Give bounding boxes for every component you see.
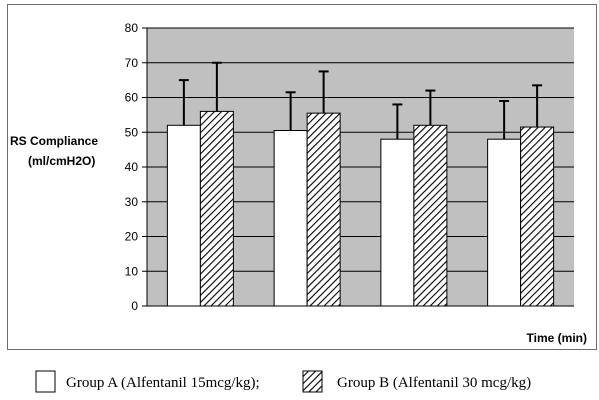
y-tick-label: 20	[125, 230, 139, 244]
y-axis-ticks: 0 10 20 30 40 50 60 70 80	[125, 21, 148, 313]
bar-group-a	[166, 124, 201, 307]
y-tick-label: 0	[131, 299, 138, 313]
bars	[166, 61, 555, 307]
y-tick-label: 70	[125, 56, 139, 70]
y-tick-label: 60	[125, 91, 139, 105]
legend-swatch-group-b	[302, 370, 323, 393]
y-tick-label: 30	[125, 195, 139, 209]
y-tick-label: 50	[125, 125, 139, 139]
y-tick-label: 10	[125, 264, 139, 278]
y-tick-label: 80	[125, 21, 139, 35]
bar-group-a	[487, 138, 522, 307]
bar-group-b	[199, 110, 234, 307]
y-tick-label: 40	[125, 160, 139, 174]
x-axis-label: Time (min)	[527, 331, 587, 345]
legend: Group A (Alfentanil 15mcg/kg); Group B (…	[35, 370, 531, 393]
y-axis-label-line-1: RS Compliance	[10, 134, 98, 148]
legend-swatch-group-a	[35, 370, 56, 393]
bar-group-a	[273, 130, 308, 307]
legend-label-group-b: Group B (Alfentanil 30 mcg/kg)	[337, 375, 531, 391]
bar-group-b	[520, 126, 555, 307]
bar-group-b	[413, 124, 448, 307]
chart-frame	[7, 4, 597, 350]
bar-group-a	[380, 138, 415, 307]
y-axis-label-line-2: (ml/cmH2O)	[28, 154, 95, 168]
legend-label-group-a: Group A (Alfentanil 15mcg/kg);	[66, 375, 260, 391]
bar-group-b	[306, 112, 341, 307]
